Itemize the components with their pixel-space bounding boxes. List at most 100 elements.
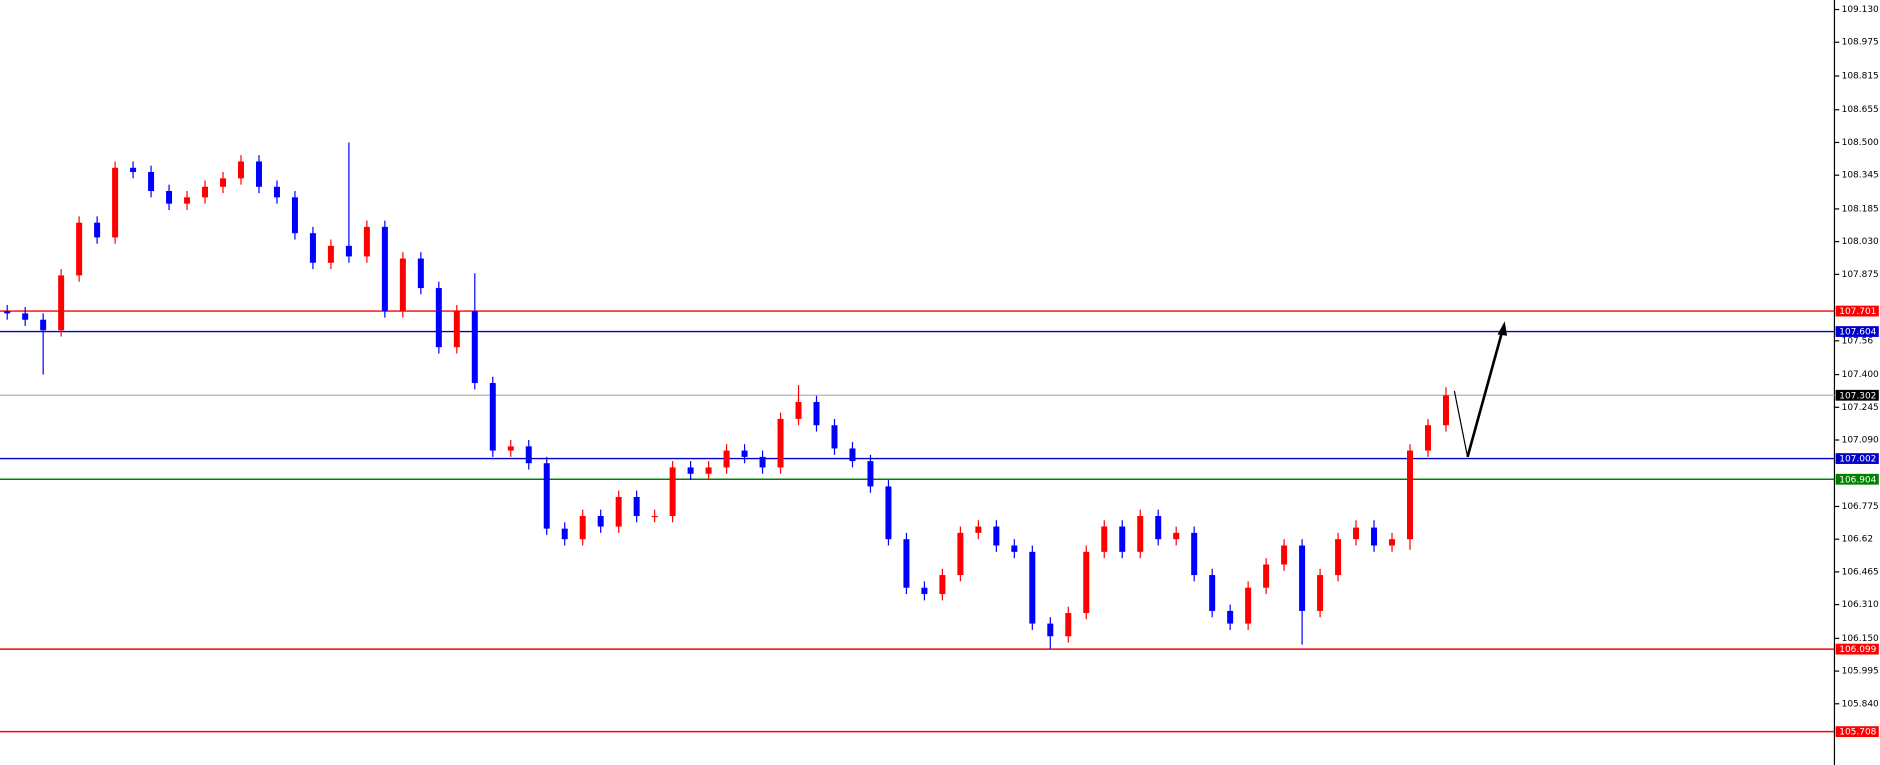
candle-body	[525, 446, 532, 464]
candle-body	[1029, 551, 1036, 624]
candle-body	[489, 383, 496, 451]
candle-body	[1173, 532, 1180, 540]
level-label-box	[1835, 643, 1879, 655]
candle-body	[40, 319, 47, 331]
candle-body	[597, 515, 604, 527]
candle-body	[507, 446, 514, 451]
candle-body	[651, 515, 658, 518]
candle-body	[633, 496, 640, 516]
candle-body	[957, 532, 964, 576]
candle-body	[345, 245, 352, 257]
candle-body	[1155, 515, 1162, 540]
candle-body	[1137, 515, 1144, 552]
y-tick-label: 105.995	[1842, 667, 1879, 677]
candle-body	[867, 461, 874, 487]
candle-body	[327, 245, 334, 263]
candle-body	[417, 258, 424, 289]
level-label-box	[1835, 453, 1879, 464]
y-tick-label: 107.875	[1842, 270, 1879, 280]
candle-body	[1371, 527, 1378, 546]
candle-body	[579, 515, 586, 540]
candle-body	[237, 161, 244, 179]
y-tick-label: 106.465	[1842, 567, 1879, 577]
candle-body	[363, 226, 370, 257]
level-label-box	[1835, 726, 1879, 738]
y-tick-label: 108.975	[1842, 38, 1879, 48]
y-tick-label: 108.185	[1842, 204, 1879, 214]
y-tick-label: 106.310	[1842, 600, 1879, 610]
candle-body	[795, 402, 802, 419]
candle-body	[1083, 551, 1090, 614]
candle-body	[4, 311, 11, 314]
candle-body	[993, 526, 1000, 546]
arrow-shaft	[1466, 330, 1504, 458]
y-tick-label: 107.56	[1842, 336, 1874, 346]
candle-body	[1011, 545, 1018, 552]
candle-body	[309, 233, 316, 263]
candle-body	[687, 467, 694, 474]
candle-body	[615, 496, 622, 527]
y-tick-label: 105.840	[1842, 699, 1879, 709]
candle-body	[399, 258, 406, 312]
candle-body	[166, 190, 173, 204]
candle-body	[1424, 425, 1431, 451]
y-tick-label: 107.090	[1842, 436, 1879, 446]
candle-body	[975, 526, 982, 533]
level-label-box	[1835, 305, 1879, 317]
candle-body	[939, 575, 946, 595]
candle-body	[813, 402, 820, 426]
candle-body	[1353, 527, 1360, 540]
candle-body	[255, 161, 262, 187]
candle-body	[130, 167, 137, 173]
price-axis: 109.130 108.975 108.815 108.655 108.500 108.3…	[1834, 5, 1879, 738]
y-tick-label: 108.345	[1842, 171, 1879, 181]
level-label: 106.099	[1839, 645, 1876, 655]
candle-body	[903, 539, 910, 588]
candle-body	[831, 425, 838, 449]
y-tick-label: 106.62	[1842, 535, 1873, 545]
y-tick-label: 107.245	[1842, 403, 1879, 413]
candle-body	[1407, 450, 1413, 540]
candle-body	[435, 288, 442, 348]
candle-body	[741, 450, 748, 457]
y-tick-label: 108.030	[1842, 237, 1879, 247]
forecast-arrow	[1453, 321, 1508, 458]
candle-body	[94, 222, 101, 238]
candle-body	[777, 418, 784, 468]
level-label: 105.708	[1839, 728, 1876, 738]
candle-body	[381, 226, 388, 312]
candle-body	[1245, 587, 1252, 624]
candle-body	[759, 456, 766, 468]
candle-body	[561, 528, 568, 540]
y-tick-label: 109.130	[1842, 5, 1879, 15]
candle-body	[885, 486, 892, 540]
arrow-head	[1497, 321, 1508, 336]
candle-body	[1209, 575, 1216, 611]
level-label: 107.002	[1839, 455, 1876, 465]
y-tick-label: 106.775	[1842, 502, 1879, 512]
candle-body	[849, 448, 856, 462]
level-label: 106.904	[1839, 475, 1876, 485]
candle-body	[148, 172, 155, 191]
candle-body	[76, 222, 83, 276]
y-tick-label: 108.655	[1842, 105, 1879, 115]
candle-body	[184, 197, 191, 204]
arrow-leg	[1453, 390, 1469, 457]
levels	[0, 310, 1835, 733]
y-tick-label: 106.150	[1842, 634, 1879, 644]
candle-body	[22, 313, 29, 320]
candle-body	[202, 186, 209, 198]
level-label-box	[1835, 473, 1879, 485]
candle-body	[291, 197, 298, 234]
candle-body	[669, 467, 676, 516]
y-tick-label: 107.400	[1842, 370, 1879, 380]
candle-body	[1101, 526, 1108, 552]
candle-body	[705, 467, 712, 474]
candle-body	[921, 587, 928, 595]
candle-body	[1317, 575, 1324, 611]
candle-body	[273, 186, 280, 198]
level-label-box	[1835, 326, 1879, 337]
